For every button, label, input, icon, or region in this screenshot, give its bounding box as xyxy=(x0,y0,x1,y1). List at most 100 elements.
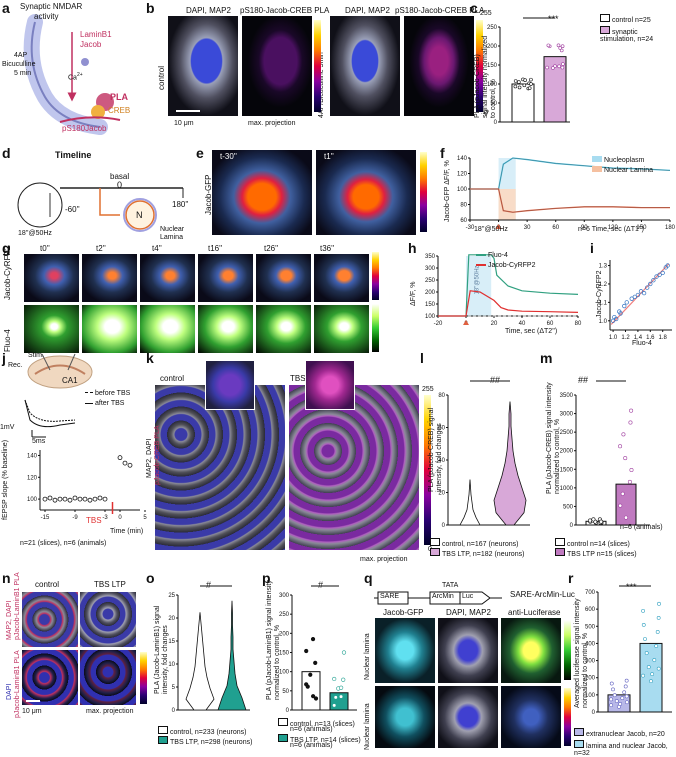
f-stim-band-bottom xyxy=(498,189,516,220)
f-xlabel: n=6 Time, sec (ΔT1'') xyxy=(578,226,644,233)
l-legend-1: control, n=167 (neurons) xyxy=(430,538,518,548)
k-cond-1: control xyxy=(160,374,185,383)
r-point xyxy=(611,687,615,692)
panel-e-label: e xyxy=(196,145,204,161)
o-sig: # xyxy=(206,580,212,590)
h-xtick-label: 80 xyxy=(575,321,582,327)
r-ytick-label: 500 xyxy=(585,624,596,630)
m-legend-2: TBS LTP n=15 (slices) xyxy=(555,548,637,558)
g-image-fluo4-3 xyxy=(198,305,253,353)
p-ylabel: PLA (pJacob-LaminB1) signal intensity no… xyxy=(266,580,281,700)
g-image-cyrfp2-5 xyxy=(314,254,369,302)
j-point xyxy=(97,495,103,501)
j-traces xyxy=(24,399,76,438)
r-point xyxy=(624,678,629,683)
h-stim-label: 18''@50Hz xyxy=(475,265,481,294)
r-point xyxy=(620,696,625,701)
f-xtick-label: 30 xyxy=(524,225,531,231)
i-xlabel: Fluo-4 xyxy=(632,340,652,347)
p-sig: # xyxy=(318,580,324,590)
m-point xyxy=(628,420,633,425)
j-scale-ms: 5ms xyxy=(32,438,46,445)
panel-i-label: i xyxy=(590,240,594,256)
c-ytick-label: 100 xyxy=(487,82,498,88)
f-ytick-label: 100 xyxy=(457,187,468,193)
p-ytick-label: 300 xyxy=(279,593,290,599)
f-ytick-label: 60 xyxy=(460,218,467,224)
i-point xyxy=(624,300,629,305)
j-legend-2: after TBS xyxy=(85,400,124,407)
p-point xyxy=(332,676,337,682)
j-stim-text: Stim. xyxy=(28,352,44,359)
g-image-fluo4-0 xyxy=(24,305,79,353)
b-side-control: control xyxy=(157,65,166,90)
j-point xyxy=(52,497,58,503)
i-point xyxy=(648,281,653,287)
r-point xyxy=(612,693,617,698)
r-bar-1 xyxy=(639,642,663,713)
o-chart: 0 5 10 15 20 25 xyxy=(168,585,250,714)
c-point xyxy=(546,43,551,48)
p-point xyxy=(304,648,309,654)
p-bar-0 xyxy=(301,671,321,711)
i-point xyxy=(614,316,619,322)
r-point xyxy=(643,637,647,641)
i-point xyxy=(618,311,623,316)
p-point xyxy=(333,695,338,700)
q-tata: TATA xyxy=(442,582,459,589)
m-ytick-label: 2500 xyxy=(560,430,574,436)
j-chart: 100 120 140 -15 -9 -3 0 5 xyxy=(27,450,147,521)
g-time-1: t2'' xyxy=(96,244,106,253)
h-ytick-label: 150 xyxy=(425,302,436,308)
m-point xyxy=(629,408,634,413)
m-point xyxy=(618,503,623,508)
panel-h-label: h xyxy=(408,240,417,256)
f-ytick-label: 140 xyxy=(457,156,468,162)
r-point xyxy=(609,681,614,686)
k-image-control xyxy=(155,385,285,550)
i-xtick-label: 1.4 xyxy=(634,335,643,341)
n-side-3: DAPI xyxy=(6,683,13,700)
m-ytick-label: 2000 xyxy=(560,449,574,455)
g-image-cyrfp2-1 xyxy=(82,254,137,302)
o-ylabel: PLA (Jacob-LaminB1) signal intensity, fo… xyxy=(154,605,169,694)
a-bicuculline-text: Bicuculline xyxy=(2,61,36,68)
l-sig: ## xyxy=(490,375,501,385)
f-legend-2: Nuclear Lamina xyxy=(592,166,653,174)
m-legend-1: control n=14 (slices) xyxy=(555,538,630,548)
a-5min-text: 5 min xyxy=(14,70,32,77)
q-arcmin: ArcMin xyxy=(432,593,454,600)
r-chart: 0 100 200 300 400 500 600 700 xyxy=(585,585,672,716)
i-point xyxy=(645,285,650,290)
q-image-5 xyxy=(438,686,498,748)
i-point xyxy=(638,289,644,294)
g-colorbar-2 xyxy=(372,304,379,352)
h-xtick-label: 40 xyxy=(519,321,526,327)
g-image-fluo4-1 xyxy=(82,305,137,353)
p-bar-1 xyxy=(329,692,349,711)
o-ytick-label: 5 xyxy=(172,685,176,691)
n-colorbar xyxy=(140,652,147,704)
l-ytick-label: 0 xyxy=(442,523,446,529)
r-point xyxy=(644,651,649,655)
i-chart: 1.01.11.21.31.0 1.2 1.4 1.6 1.8 xyxy=(599,260,672,341)
j-ytick-label: 140 xyxy=(27,453,38,459)
c-point xyxy=(560,65,565,70)
f-ytick-label: 80 xyxy=(460,203,467,209)
q-image-6 xyxy=(501,686,561,748)
g-image-cyrfp2-3 xyxy=(198,254,253,302)
c-point xyxy=(527,86,532,90)
g-image-cyrfp2-4 xyxy=(256,254,311,302)
p-point xyxy=(313,696,319,701)
r-point xyxy=(641,608,645,613)
l-violin-tbs xyxy=(493,401,527,526)
k-cmin: 0 xyxy=(428,546,432,553)
i-fit-line xyxy=(610,263,670,325)
e-time-1: t-30'' xyxy=(220,152,237,161)
i-point xyxy=(629,296,634,301)
g-image-cyrfp2-2 xyxy=(140,254,195,302)
r-ytick-label: 300 xyxy=(585,659,596,665)
q-colorbar-1 xyxy=(564,620,571,680)
r-ytick-label: 700 xyxy=(585,590,596,596)
f-ytick-label: 120 xyxy=(457,172,468,178)
